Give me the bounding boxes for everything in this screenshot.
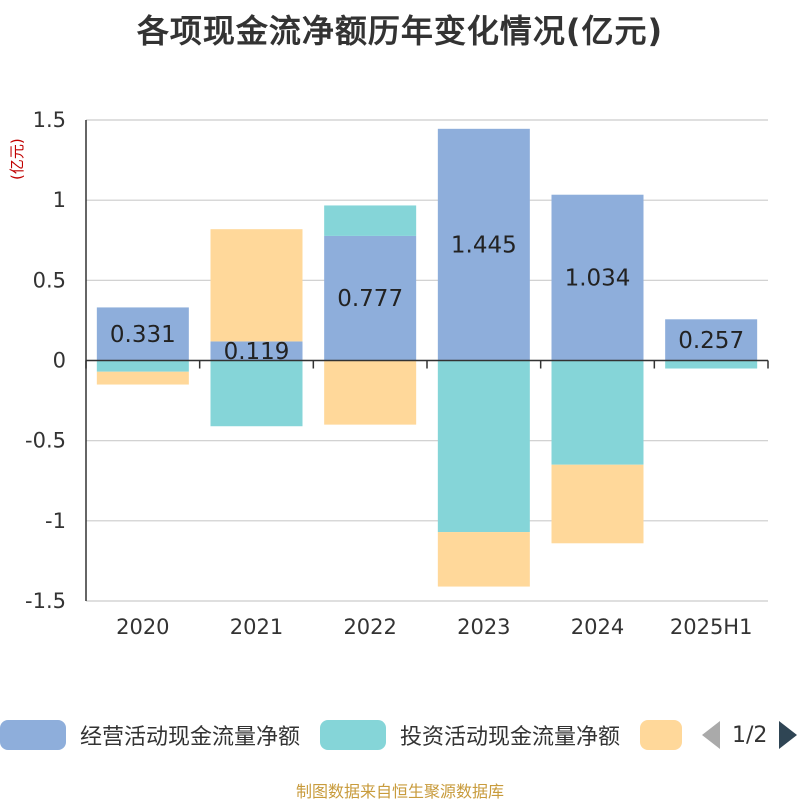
bar-series1-2025H1 (665, 360, 758, 369)
y-tick-label: 0 (53, 349, 66, 373)
y-tick-label: 0.5 (33, 268, 66, 292)
bar-series2-2023 (437, 532, 530, 587)
chart-title: 各项现金流净额历年变化情况(亿元) (136, 12, 664, 50)
legend-swatch-operating (0, 720, 66, 750)
y-tick-label: -0.5 (25, 429, 66, 453)
bar-series2-2021 (210, 229, 303, 342)
y-tick-label: -1 (45, 509, 66, 533)
legend: 经营活动现金流量净额 投资活动现金流量净额 1/2 (0, 713, 800, 757)
bar-series1-2024 (551, 360, 644, 465)
x-tick-label: 2020 (116, 615, 169, 639)
legend-page-indicator: 1/2 (732, 722, 768, 748)
legend-label-investing: 投资活动现金流量净额 (400, 725, 621, 750)
bar-series2-2020 (96, 371, 189, 385)
bar-series2-2024 (551, 464, 644, 544)
bar-series0-2025H1 (665, 319, 758, 361)
data-label: 0.331 (110, 322, 176, 348)
x-tick-label: 2023 (457, 615, 510, 639)
bar-series0-2022 (324, 235, 417, 361)
legend-item-financing[interactable] (640, 713, 682, 757)
data-label: 1.445 (451, 233, 517, 259)
bar-series0-2023 (437, 128, 530, 361)
data-label: 1.034 (565, 266, 631, 292)
legend-swatch-financing (640, 720, 682, 750)
x-tick-label: 2025H1 (670, 615, 753, 639)
legend-item-investing[interactable]: 投资活动现金流量净额 (320, 713, 620, 757)
cash-flow-chart: -1.5 -1 -0.5 0 0.5 1 1.5 2020 2021 2022 2023 2024 20… (25, 108, 769, 639)
legend-swatch-investing (320, 720, 386, 750)
y-tick-label: -1.5 (25, 589, 66, 613)
bar-series1-2021 (210, 360, 303, 427)
y-tick-label: 1.5 (33, 108, 66, 132)
data-label: 0.119 (224, 339, 290, 365)
bar-series0-2020 (96, 307, 189, 361)
legend-item-operating[interactable]: 经营活动现金流量净额 (0, 713, 300, 757)
data-label: 0.257 (678, 328, 744, 354)
legend-next-icon[interactable] (779, 721, 798, 749)
x-tick-label: 2021 (230, 615, 283, 639)
data-label: 0.777 (337, 286, 403, 312)
legend-pager: 1/2 (702, 713, 798, 757)
bar-series2-2022 (324, 360, 417, 425)
legend-label-operating: 经营活动现金流量净额 (80, 725, 301, 750)
x-tick-label: 2022 (343, 615, 396, 639)
bar-series0-2021 (210, 341, 303, 361)
y-tick-label: 1 (53, 188, 66, 212)
bar-series1-2020 (96, 360, 189, 372)
bar-series0-2024 (551, 194, 644, 361)
legend-prev-icon[interactable] (702, 721, 720, 749)
x-tick-label: 2024 (571, 615, 624, 639)
data-source-note: 制图数据来自恒生聚源数据库 (295, 782, 504, 801)
bar-series1-2022 (324, 205, 417, 236)
bar-series1-2023 (437, 360, 530, 533)
